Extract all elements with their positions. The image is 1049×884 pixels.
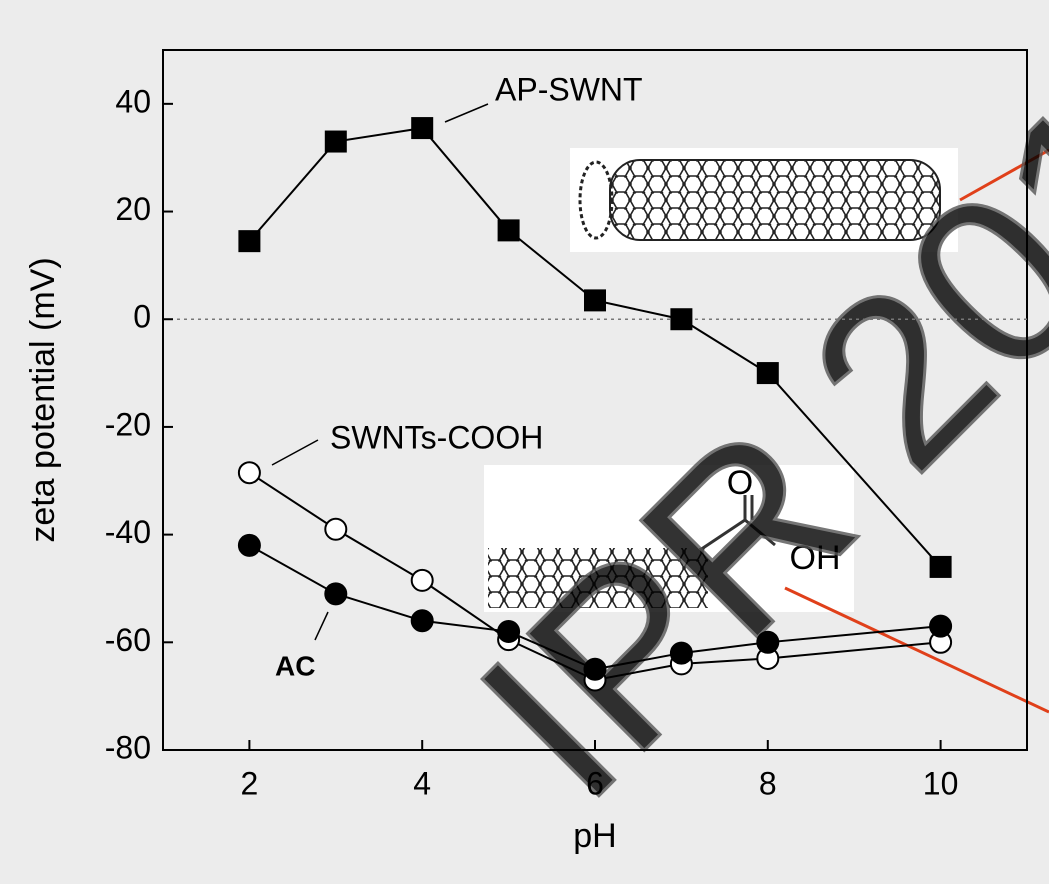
- marker: [669, 641, 693, 665]
- inset-label: O: [727, 464, 753, 502]
- marker: [324, 130, 347, 153]
- series-label: AP-SWNT: [495, 71, 643, 107]
- marker: [756, 630, 780, 654]
- annotation-leader: [271, 439, 319, 466]
- annotation-leader: [444, 103, 489, 123]
- marker: [929, 555, 952, 578]
- x-tick-label: 6: [586, 765, 604, 801]
- x-tick-label: 4: [413, 765, 431, 801]
- x-tick-label: 10: [923, 765, 959, 801]
- marker: [929, 614, 953, 638]
- series-line: [248, 544, 941, 671]
- marker: [756, 362, 779, 385]
- marker: [497, 620, 521, 644]
- annotation-leader: [314, 611, 329, 641]
- marker: [238, 230, 261, 253]
- marker: [324, 517, 348, 541]
- pointer-line: [959, 148, 1049, 202]
- y-tick-label: -80: [105, 729, 151, 765]
- cooh-inset: [484, 465, 854, 612]
- y-tick-label: 20: [115, 191, 151, 227]
- series-label: AC: [275, 650, 315, 681]
- series-line: [248, 471, 941, 682]
- marker: [583, 657, 607, 681]
- pointer-line: [784, 586, 1049, 714]
- marker: [410, 609, 434, 633]
- marker: [237, 533, 261, 557]
- marker: [410, 568, 434, 592]
- marker: [237, 461, 261, 485]
- series-label: SWNTs-COOH: [330, 419, 543, 455]
- y-tick-label: 40: [115, 83, 151, 119]
- y-tick-label: 0: [133, 299, 151, 335]
- y-tick-label: -60: [105, 622, 151, 658]
- y-tick-label: -20: [105, 406, 151, 442]
- x-tick-label: 8: [759, 765, 777, 801]
- y-tick-label: -40: [105, 514, 151, 550]
- inset-label: OH: [790, 539, 841, 577]
- series-line: [248, 127, 942, 568]
- marker: [324, 582, 348, 606]
- y-axis-label: zeta potential (mV): [24, 257, 62, 542]
- marker: [411, 117, 434, 140]
- x-axis-label: pH: [573, 817, 616, 855]
- marker: [670, 308, 693, 331]
- marker: [497, 219, 520, 242]
- marker: [584, 289, 606, 312]
- x-tick-label: 2: [241, 765, 259, 801]
- nanotube-inset: [570, 148, 958, 252]
